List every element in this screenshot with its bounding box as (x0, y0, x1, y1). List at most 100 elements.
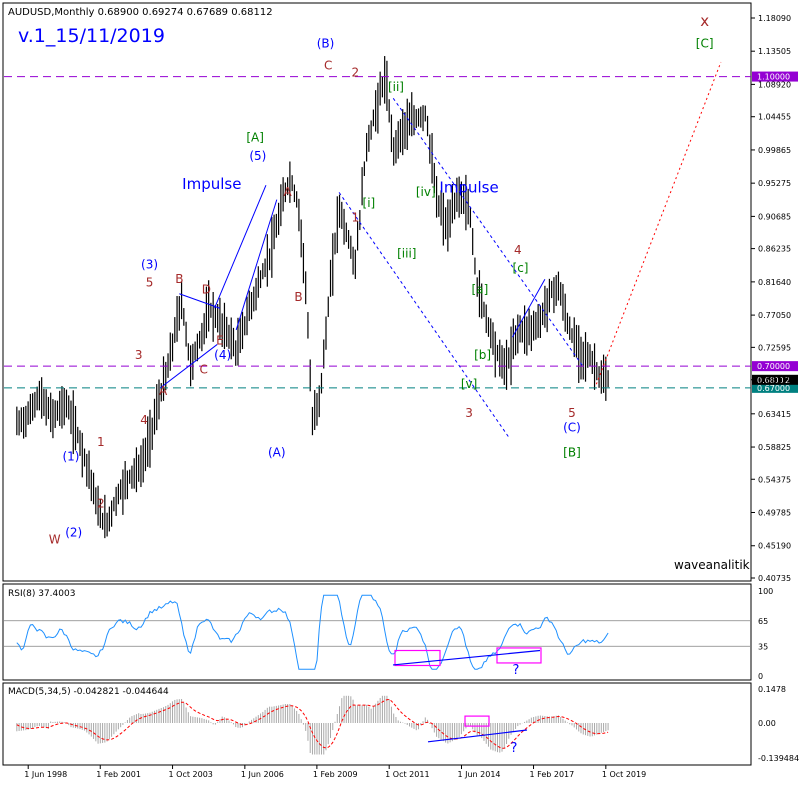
price-tick-label: 0.68117 (758, 376, 791, 385)
wave-label: A (159, 384, 168, 398)
c-wave-leg (511, 279, 546, 338)
level-tag-label: 0.70000 (757, 362, 790, 371)
wave-label: [ii] (388, 80, 404, 94)
macd-question-mark: ? (511, 741, 518, 756)
time-tick-label: 1 Jun 2006 (241, 770, 284, 779)
wave-label: (B) (317, 37, 335, 51)
wave-label: C (324, 58, 332, 72)
wave-label: [B] (563, 446, 581, 460)
symbol-info: AUDUSD,Monthly 0.68900 0.69274 0.67689 0… (8, 7, 273, 18)
wave-label: [C] (696, 37, 714, 51)
wave-label: B (294, 290, 302, 304)
wave-label: [c] (513, 261, 529, 275)
wave-label: (5) (249, 149, 266, 163)
channel-upper (392, 97, 584, 367)
wave-label: D (202, 283, 211, 297)
price-panel (2, 2, 752, 582)
watermark: waveanalitik (674, 558, 750, 572)
wedge-upper (214, 184, 267, 309)
wave-label: (2) (65, 525, 82, 539)
price-tick-label: 0.40735 (758, 574, 791, 583)
price-tick-label: 0.81640 (758, 278, 791, 287)
wave-label: 5 (568, 406, 576, 420)
level-tag (752, 71, 798, 82)
wave-label: 2 (352, 66, 360, 80)
macd-tick-label: 0.1478 (758, 685, 786, 694)
rsi-tick-label: 65 (758, 617, 768, 626)
level-tag (752, 361, 798, 372)
last-price-label: 0.68112 (757, 376, 790, 385)
axes: 1.18090 1.13505 1.08920 1.04455 0.99865 0.952… (24, 14, 791, 779)
wave-label: (1) (62, 449, 79, 463)
wave-labels: Impulse Impulse[A](5)(B)C2[ii]x[C]AB1[i][… (49, 12, 714, 547)
last-price-tag (752, 374, 798, 385)
time-tick-label: 1 Feb 2017 (530, 770, 575, 779)
rsi-panel (2, 583, 752, 681)
rsi-tick-label: 35 (758, 642, 768, 651)
wave-label: (4) (214, 348, 231, 362)
wave-label: 1 (97, 435, 105, 449)
rsi-question-mark: ? (513, 663, 520, 678)
price-bars (16, 56, 609, 539)
rsi-tick-label: 100 (758, 587, 773, 596)
macd-panel (2, 682, 752, 766)
price-tick-label: 0.58825 (758, 443, 791, 452)
rsi-line (16, 594, 609, 670)
price-tick-label: 0.63415 (758, 410, 791, 419)
wave-label: [iii] (397, 247, 416, 261)
time-tick-label: 1 Oct 2019 (602, 770, 646, 779)
version-label: v.1_15/11/2019 (18, 25, 165, 47)
triangle-upper (179, 293, 221, 309)
wave-label: 3 (465, 406, 473, 420)
price-tick-label: 0.72595 (758, 343, 791, 352)
price-tick-label: 1.04455 (758, 113, 791, 122)
wave-label: (3) (141, 257, 158, 271)
triangle-lower (160, 344, 218, 389)
rsi-highlight-box (496, 647, 542, 664)
macd-trendline (427, 729, 528, 743)
price-tick-label: 0.54375 (758, 475, 791, 484)
price-tick-label: 1.08920 (758, 80, 791, 89)
wave-label: W (49, 533, 61, 547)
wave-label: B (175, 272, 183, 286)
wave-label: [b] (474, 348, 491, 362)
wave-label: 1 (352, 210, 360, 224)
price-tick-label: 0.77050 (758, 311, 791, 320)
wave-label: A (284, 185, 293, 199)
macd-tick-label: 0.00 (758, 719, 776, 728)
price-tick-label: 1.13505 (758, 47, 791, 56)
wave-overlays (160, 61, 722, 439)
projection-line (595, 61, 722, 385)
macd-series: 0.1478 0.00 -0.139484? (16, 685, 799, 763)
level-tag-label: 0.67000 (757, 384, 790, 393)
wave-label: 5 (146, 276, 154, 290)
price-tick-label: 0.99865 (758, 146, 791, 155)
wave-label: 3 (135, 348, 143, 362)
time-tick-label: 1 Oct 2011 (385, 770, 429, 779)
wedge-lower (235, 199, 278, 331)
wave-label: 4 (140, 413, 148, 427)
price-tick-label: 1.18090 (758, 14, 791, 23)
price-tick-label: 0.49785 (758, 508, 791, 517)
macd-signal-line (16, 698, 609, 749)
wave-label: [i] (363, 196, 376, 210)
wave-label: (A) (268, 446, 286, 460)
time-tick-label: 1 Jun 2014 (457, 770, 500, 779)
wave-label: x (700, 12, 709, 30)
rsi-tick-label: 0 (758, 672, 763, 681)
time-tick-label: 1 Jun 1998 (24, 770, 67, 779)
price-tick-label: 0.45190 (758, 542, 791, 551)
macd-tick-label: -0.139484 (758, 754, 799, 763)
impulse-label: Impulse (439, 178, 498, 196)
price-tick-label: 0.95275 (758, 179, 791, 188)
price-tick-label: 0.90685 (758, 212, 791, 221)
macd-title: MACD(5,34,5) -0.042821 -0.044644 (8, 687, 169, 697)
time-tick-label: 1 Feb 2001 (96, 770, 141, 779)
time-tick-label: 1 Feb 2009 (313, 770, 358, 779)
wave-label: 4 (514, 243, 522, 257)
rsi-highlight-box (394, 649, 441, 667)
wave-label: [a] (472, 283, 489, 297)
wave-label: [A] (246, 131, 264, 145)
